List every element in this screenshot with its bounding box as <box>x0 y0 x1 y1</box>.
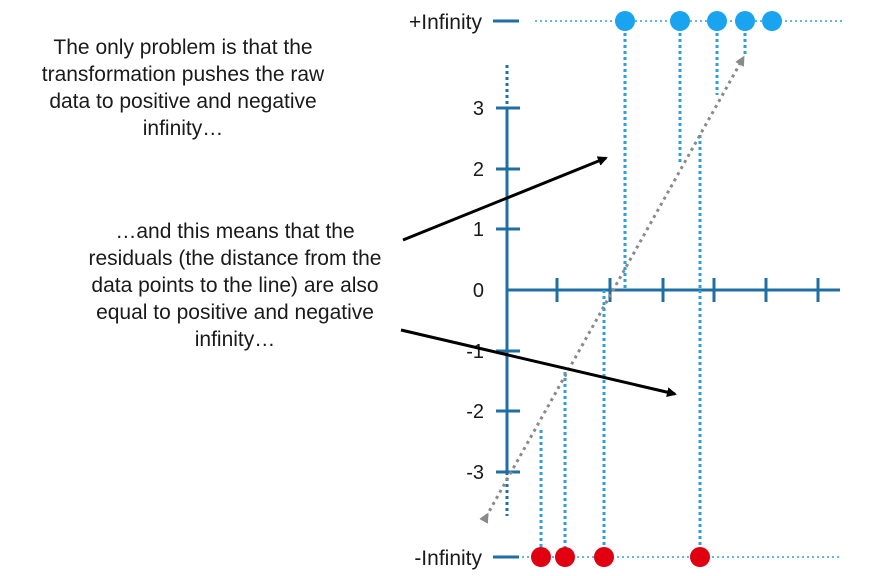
y-tick-label-1: 1 <box>473 219 484 241</box>
red-data-point <box>690 547 710 567</box>
y-tick-label-minus-1: -1 <box>466 341 484 363</box>
minus-infinity-label: -Infinity <box>414 547 482 570</box>
arrow-to-plus-infinity-side <box>402 156 608 242</box>
caption-middle: …and this means that the residuals (the … <box>88 220 382 351</box>
red-data-point <box>555 547 575 567</box>
blue-data-point <box>615 11 635 31</box>
plus-infinity-label: +Infinity <box>409 11 482 34</box>
caption-top: The only problem is that the transformat… <box>41 36 325 140</box>
arrow-to-minus-infinity-side <box>400 328 677 398</box>
blue-data-point <box>762 11 782 31</box>
red-data-point <box>594 547 614 567</box>
y-tick-label-3: 3 <box>473 98 484 120</box>
red-data-point <box>531 547 551 567</box>
blue-data-point <box>670 11 690 31</box>
y-tick-label-0: 0 <box>473 280 484 302</box>
y-tick-label-minus-3: -3 <box>466 462 484 484</box>
blue-data-point <box>707 11 727 31</box>
y-tick-label-minus-2: -2 <box>466 401 484 423</box>
y-tick-label-2: 2 <box>473 159 484 181</box>
fitted-line <box>479 55 745 524</box>
blue-data-point <box>735 11 755 31</box>
